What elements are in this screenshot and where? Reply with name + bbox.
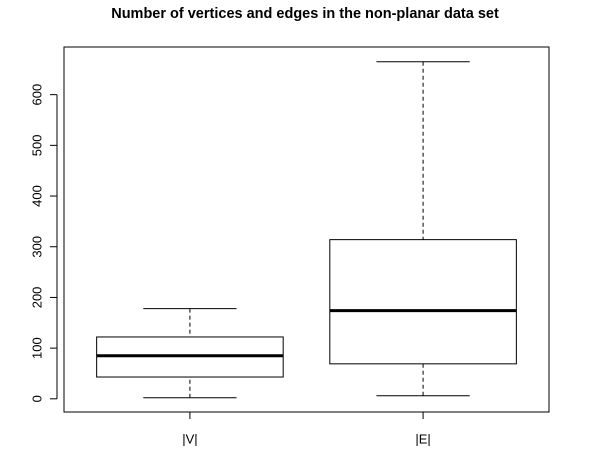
chart-title: Number of vertices and edges in the non-… (111, 6, 499, 22)
x-tick-label: |E| (415, 431, 430, 446)
y-tick-label: 600 (29, 84, 44, 106)
box (329, 239, 517, 365)
y-tick-label: 500 (29, 134, 44, 156)
plot-frame (63, 46, 550, 413)
y-tick-label: 0 (29, 395, 44, 402)
y-tick-label: 400 (29, 185, 44, 207)
y-tick-label: 300 (29, 236, 44, 258)
y-tick-label: 100 (29, 337, 44, 359)
y-tick-label: 200 (29, 287, 44, 309)
x-tick-label: |V| (182, 431, 197, 446)
